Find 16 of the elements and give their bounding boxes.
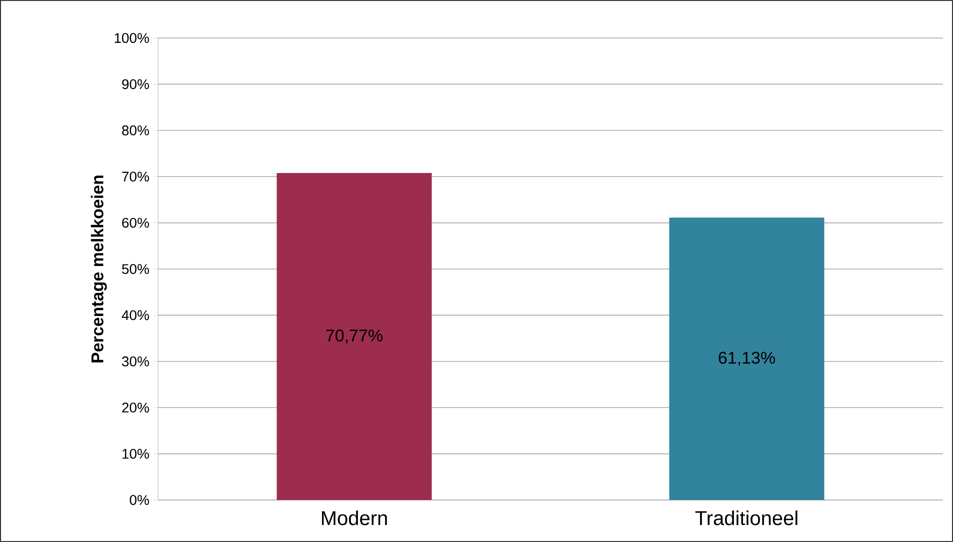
x-tick-label: Modern (322, 510, 387, 526)
y-tick-label: 50% (122, 264, 149, 274)
y-tick-label: 40% (122, 310, 149, 320)
y-tick-label: 30% (122, 356, 149, 366)
y-tick-label: 0% (130, 495, 149, 505)
x-tick-label: Traditioneel (695, 510, 798, 526)
y-tick-label: 80% (122, 125, 149, 136)
y-tick-label: 60% (122, 218, 149, 228)
y-tick-label: 10% (122, 448, 149, 459)
y-axis-title: Percentage melkkoeien (90, 176, 107, 362)
data-label: 70,77% (326, 329, 382, 344)
y-tick-label: 20% (122, 402, 149, 413)
y-tick-label: 70% (122, 172, 149, 182)
y-tick-label: 90% (122, 79, 149, 90)
y-tick-label: 100% (114, 33, 149, 43)
data-label: 61,13% (718, 352, 775, 366)
